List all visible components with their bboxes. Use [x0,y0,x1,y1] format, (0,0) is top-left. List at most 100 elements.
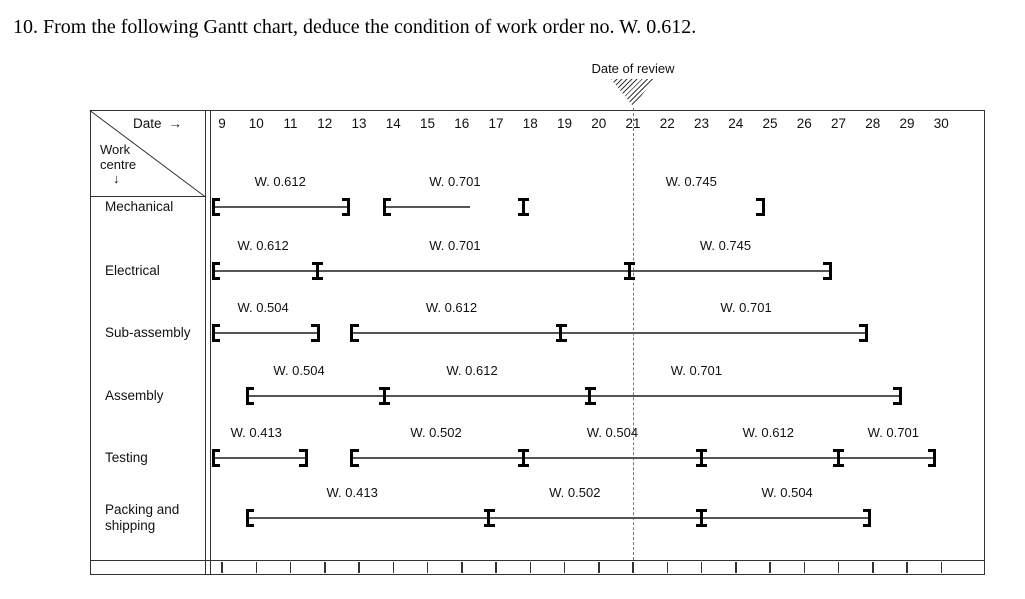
bracket-close-icon [341,198,351,216]
work-centre-label: Electrical [105,263,160,278]
work-order-label: W. 0.701 [429,174,481,189]
date-tick-mark [563,562,566,573]
date-tick-label: 26 [796,116,812,131]
date-tick-label: 9 [218,116,226,131]
date-tick-mark [324,562,326,573]
work-order-label: W. 0.612 [446,363,498,378]
down-arrow-icon: ↓ [113,171,120,186]
date-tick-label: 25 [762,116,778,131]
date-tick-label: 30 [933,116,949,131]
progress-marker-icon [517,449,529,467]
date-tick-mark [940,562,942,573]
progress-marker-icon [696,449,707,467]
schedule-line [213,206,349,208]
schedule-line [213,332,318,334]
schedule-line [352,457,935,459]
progress-marker-icon [833,449,844,467]
column-separator-line [210,110,211,575]
date-tick-label: 10 [248,116,264,131]
date-tick-mark [461,562,463,573]
work-order-label: W. 0.745 [699,238,752,253]
work-order-label: W. 0.504 [237,300,289,315]
date-tick-mark [289,562,292,573]
date-tick-label: 22 [659,116,675,131]
date-tick-label: 18 [522,116,538,131]
schedule-line [247,517,870,519]
bracket-open-icon [350,449,359,467]
bracket-open-icon [211,449,221,467]
work-centre-label: Assembly [105,388,164,403]
date-header: Date → [133,116,182,131]
work-centre-header: Work centre [100,142,137,172]
date-tick-mark [632,562,634,573]
bracket-close-icon [823,262,832,280]
work-order-label: W. 0.413 [326,485,378,500]
date-tick-label: 14 [385,116,401,131]
work-order-label: W. 0.612 [742,425,794,440]
header-diagonal-line [89,110,206,198]
date-header-label: Date [133,116,162,131]
work-order-label: W. 0.504 [586,425,639,440]
question-title: 10. From the following Gantt chart, dedu… [13,16,697,38]
bracket-close-icon [859,324,868,342]
work-order-label: W. 0.701 [720,300,772,315]
date-tick-mark [906,562,908,573]
date-tick-label: 29 [899,116,915,131]
date-tick-mark [803,562,805,573]
date-tick-label: 16 [454,116,470,131]
work-order-label: W. 0.612 [237,238,289,253]
date-tick-mark [700,562,703,573]
progress-marker-icon [696,509,707,527]
work-order-label: W. 0.701 [429,238,481,253]
date-tick-mark [221,562,223,573]
work-order-label: W. 0.504 [273,363,325,378]
work-order-label: W. 0.701 [670,363,723,378]
work-order-label: W. 0.745 [665,174,717,189]
date-tick-label: 13 [351,116,367,131]
bracket-close-icon [299,449,308,467]
date-tick-mark [426,562,429,573]
work-order-label: W. 0.502 [410,425,462,440]
work-order-label: W. 0.612 [425,300,478,315]
schedule-line [352,332,866,334]
bracket-close-icon [311,324,320,342]
bracket-open-icon [211,262,221,280]
bracket-open-icon [211,324,221,342]
header-bottom-line [90,196,206,197]
bracket-close-icon [756,198,765,216]
date-tick-mark [358,562,360,573]
progress-marker-icon [624,262,636,280]
date-tick-mark [495,562,497,573]
review-dashed-line [633,108,634,560]
schedule-line [213,270,830,272]
bracket-open-icon [245,509,255,527]
date-tick-label: 20 [591,116,607,131]
bracket-open-icon [350,324,359,342]
date-tick-mark [666,562,668,573]
work-order-label: W. 0.612 [254,174,306,189]
work-centre-label: Packing and shipping [105,502,180,533]
date-tick-label: 19 [556,116,573,131]
date-tick-label: 12 [317,116,333,131]
date-tick-mark [872,562,874,573]
progress-marker-icon [379,387,391,405]
bracket-open-icon [382,198,392,216]
bracket-open-icon [211,198,221,216]
bracket-close-icon [927,449,937,467]
column-separator-line [205,110,206,575]
date-tick-mark [392,562,394,573]
schedule-line [384,206,471,208]
date-tick-label: 21 [625,116,641,131]
date-tick-label: 17 [488,116,504,131]
date-tick-mark [529,562,531,573]
progress-marker-icon [312,262,324,280]
work-order-label: W. 0.701 [867,425,919,440]
work-centre-label: Sub-assembly [105,325,191,340]
progress-marker-icon [555,324,567,342]
date-of-review-label: Date of review [591,61,675,76]
